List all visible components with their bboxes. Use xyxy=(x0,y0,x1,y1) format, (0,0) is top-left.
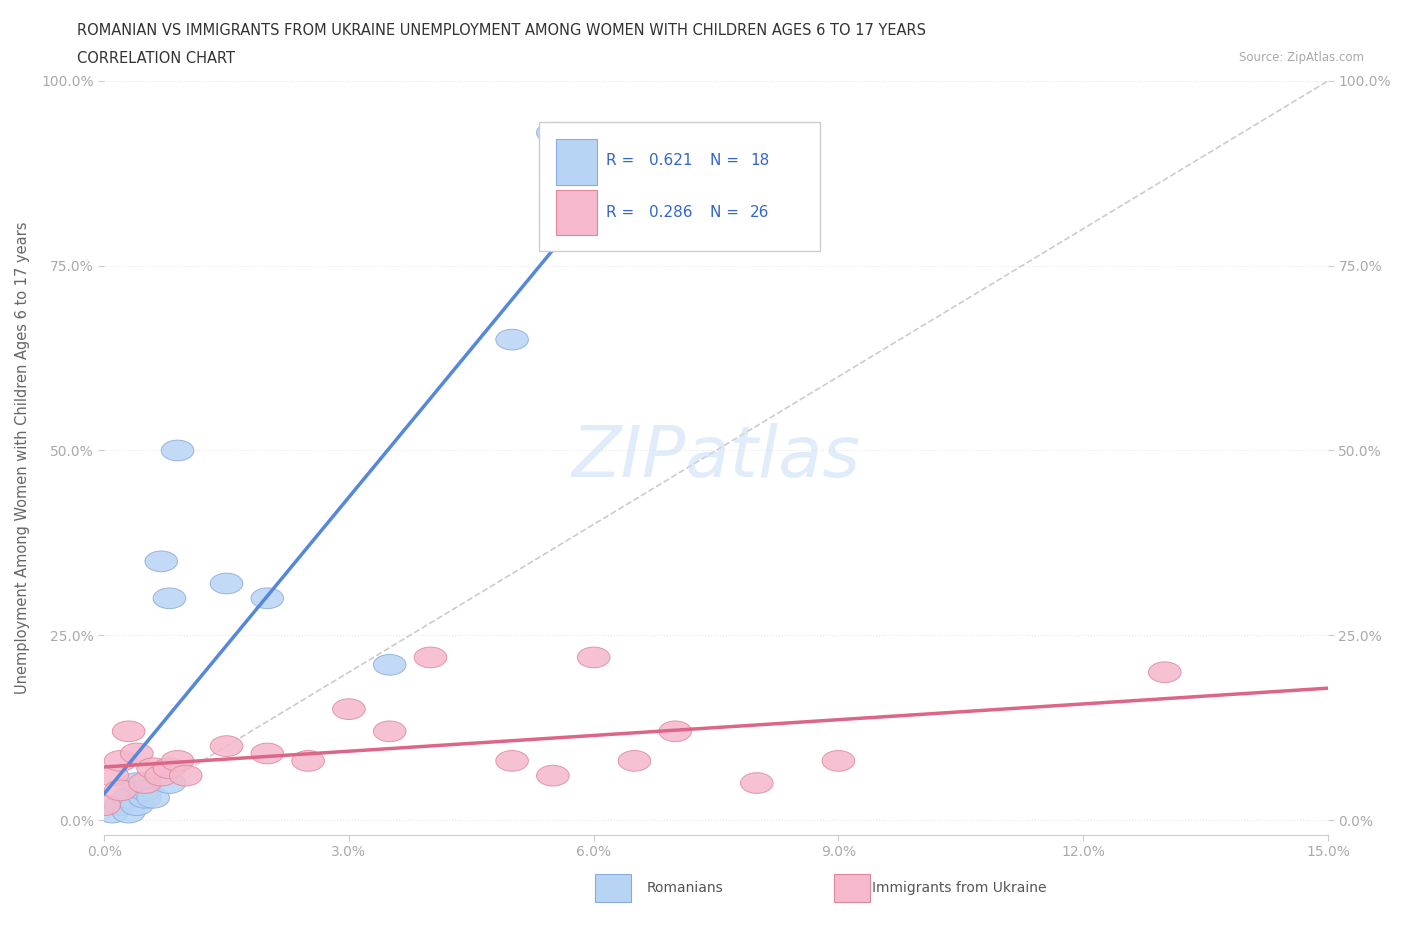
Ellipse shape xyxy=(96,765,128,786)
Ellipse shape xyxy=(121,795,153,816)
Ellipse shape xyxy=(104,751,136,771)
Ellipse shape xyxy=(153,773,186,793)
Text: N =: N = xyxy=(710,205,740,219)
Ellipse shape xyxy=(578,647,610,668)
Ellipse shape xyxy=(415,647,447,668)
Text: Romanians: Romanians xyxy=(647,881,724,896)
Ellipse shape xyxy=(374,721,406,741)
Ellipse shape xyxy=(153,588,186,608)
Ellipse shape xyxy=(333,698,366,720)
Ellipse shape xyxy=(162,751,194,771)
Ellipse shape xyxy=(153,758,186,778)
Ellipse shape xyxy=(96,803,128,823)
Y-axis label: Unemployment Among Women with Children Ages 6 to 17 years: Unemployment Among Women with Children A… xyxy=(15,221,30,694)
Ellipse shape xyxy=(537,765,569,786)
Ellipse shape xyxy=(252,588,284,608)
Ellipse shape xyxy=(619,751,651,771)
Text: R =: R = xyxy=(606,205,634,219)
Ellipse shape xyxy=(145,765,177,786)
Ellipse shape xyxy=(112,788,145,808)
Text: R =: R = xyxy=(606,153,634,167)
Ellipse shape xyxy=(104,795,136,816)
Text: CORRELATION CHART: CORRELATION CHART xyxy=(77,51,235,66)
Ellipse shape xyxy=(112,803,145,823)
Ellipse shape xyxy=(112,721,145,741)
Text: Source: ZipAtlas.com: Source: ZipAtlas.com xyxy=(1239,51,1364,64)
Ellipse shape xyxy=(496,751,529,771)
Ellipse shape xyxy=(128,788,162,808)
Ellipse shape xyxy=(136,758,169,778)
Ellipse shape xyxy=(104,780,136,801)
FancyBboxPatch shape xyxy=(555,190,598,235)
Ellipse shape xyxy=(659,721,692,741)
FancyBboxPatch shape xyxy=(555,139,598,185)
Ellipse shape xyxy=(741,773,773,793)
Text: Immigrants from Ukraine: Immigrants from Ukraine xyxy=(872,881,1046,896)
Ellipse shape xyxy=(252,743,284,764)
FancyBboxPatch shape xyxy=(538,123,820,250)
Ellipse shape xyxy=(121,773,153,793)
Ellipse shape xyxy=(1149,662,1181,683)
Text: ZIPatlas: ZIPatlas xyxy=(572,423,860,492)
Ellipse shape xyxy=(136,788,169,808)
Ellipse shape xyxy=(496,329,529,350)
Ellipse shape xyxy=(121,743,153,764)
Ellipse shape xyxy=(211,736,243,756)
Text: 0.621: 0.621 xyxy=(648,153,692,167)
Ellipse shape xyxy=(145,551,177,572)
Ellipse shape xyxy=(128,773,162,793)
Text: 18: 18 xyxy=(751,153,769,167)
Text: ROMANIAN VS IMMIGRANTS FROM UKRAINE UNEMPLOYMENT AMONG WOMEN WITH CHILDREN AGES : ROMANIAN VS IMMIGRANTS FROM UKRAINE UNEM… xyxy=(77,23,927,38)
Ellipse shape xyxy=(823,751,855,771)
Text: 26: 26 xyxy=(751,205,769,219)
Ellipse shape xyxy=(374,655,406,675)
Ellipse shape xyxy=(169,765,202,786)
Text: 0.286: 0.286 xyxy=(648,205,692,219)
Ellipse shape xyxy=(211,573,243,594)
Text: N =: N = xyxy=(710,153,740,167)
Ellipse shape xyxy=(128,780,162,801)
Ellipse shape xyxy=(87,795,121,816)
Ellipse shape xyxy=(292,751,325,771)
Ellipse shape xyxy=(537,123,569,143)
Ellipse shape xyxy=(162,440,194,461)
